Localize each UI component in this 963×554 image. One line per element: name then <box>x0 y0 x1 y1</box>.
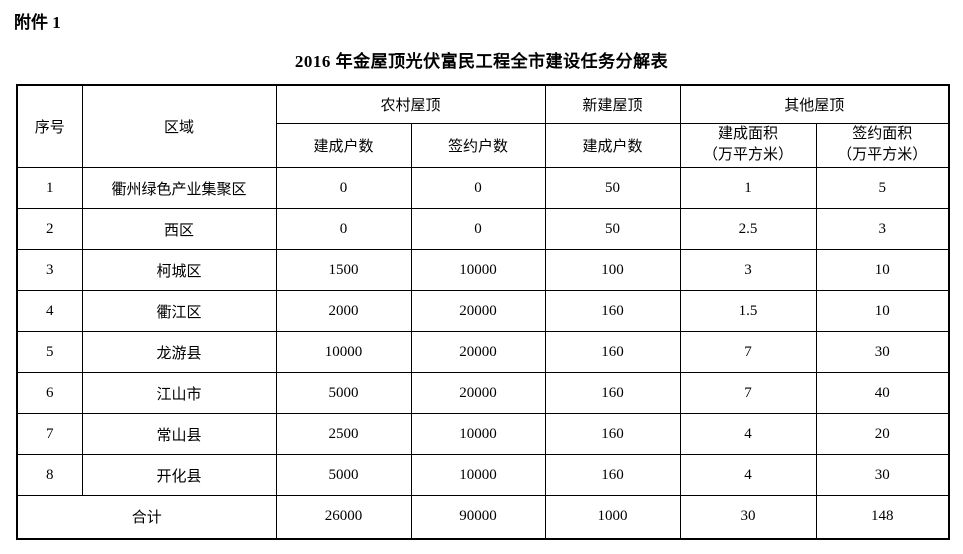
cell-other-signed-area: 20 <box>815 413 950 455</box>
cell-rural-built: 0 <box>275 167 412 209</box>
header-row-group: 序号 区域 农村屋顶 新建屋顶 其他屋顶 <box>16 84 950 168</box>
cell-other-signed-area: 30 <box>815 331 950 373</box>
col-header-index: 序号 <box>16 84 83 168</box>
table-row: 5 龙游县 10000 20000 160 7 30 <box>16 331 950 373</box>
cell-rural-built: 5000 <box>275 454 412 496</box>
cell-index: 7 <box>16 413 83 455</box>
cell-rural-signed: 10000 <box>410 413 546 455</box>
cell-other-signed-area: 5 <box>815 167 950 209</box>
cell-other-signed-area: 30 <box>815 454 950 496</box>
cell-rural-built: 0 <box>275 208 412 250</box>
total-other-built-area-cell: 30 <box>679 495 817 539</box>
cell-index: 4 <box>16 290 83 332</box>
page-title: 2016 年金屋顶光伏富民工程全市建设任务分解表 <box>294 52 669 71</box>
table-row: 8 开化县 5000 10000 160 4 30 <box>16 454 950 496</box>
cell-region: 江山市 <box>81 372 277 414</box>
total-row: 合计 26000 90000 1000 30 148 <box>16 495 950 539</box>
cell-rural-built: 2500 <box>275 413 412 455</box>
col-header-new-built: 建成户数 <box>544 122 681 168</box>
cell-rural-signed: 10000 <box>410 454 546 496</box>
table-row: 2 西区 0 0 50 2.5 3 <box>16 208 950 250</box>
header-row-sub: 建成户数 签约户数 建成户数 建成面积 （万平方米） 签约面积 （万平方米） <box>17 122 950 168</box>
col-header-other-built-area-line1: 建成面积 <box>718 125 779 142</box>
cell-rural-signed: 20000 <box>410 290 546 332</box>
table-row: 6 江山市 5000 20000 160 7 40 <box>16 372 950 414</box>
cell-rural-built: 2000 <box>275 290 412 332</box>
table-row: 1 衢州绿色产业集聚区 0 0 50 1 5 <box>16 167 950 209</box>
cell-region: 衢江区 <box>81 290 277 332</box>
total-label-cell: 合计 <box>16 495 277 539</box>
total-new-built-cell: 1000 <box>544 495 681 539</box>
cell-rural-built: 1500 <box>275 249 412 291</box>
cell-new-built: 160 <box>544 290 681 332</box>
cell-other-built-area: 2.5 <box>679 208 817 250</box>
cell-other-built-area: 1.5 <box>679 290 817 332</box>
col-header-other-signed-area: 签约面积 （万平方米） <box>815 122 950 168</box>
total-rural-signed-cell: 90000 <box>410 495 546 539</box>
cell-index: 6 <box>16 372 83 414</box>
cell-rural-signed: 20000 <box>410 331 546 373</box>
total-other-signed-area-cell: 148 <box>815 495 950 539</box>
col-header-other-signed-area-line2: （万平方米） <box>837 147 928 164</box>
cell-other-built-area: 4 <box>679 454 817 496</box>
table-row: 7 常山县 2500 10000 160 4 20 <box>16 413 950 455</box>
cell-region: 柯城区 <box>81 249 277 291</box>
cell-region: 常山县 <box>81 413 277 455</box>
col-header-other-built-area-line2: （万平方米） <box>703 147 794 164</box>
cell-region: 西区 <box>81 208 277 250</box>
cell-new-built: 160 <box>544 372 681 414</box>
cell-new-built: 100 <box>544 249 681 291</box>
cell-other-built-area: 3 <box>679 249 817 291</box>
total-rural-built-cell: 26000 <box>275 495 412 539</box>
cell-other-signed-area: 10 <box>815 290 950 332</box>
cell-new-built: 160 <box>544 454 681 496</box>
cell-region: 龙游县 <box>81 331 277 373</box>
cell-other-built-area: 7 <box>679 372 817 414</box>
col-header-new-roof: 新建屋顶 <box>544 84 681 124</box>
cell-other-signed-area: 40 <box>815 372 950 414</box>
cell-region: 衢州绿色产业集聚区 <box>81 167 277 209</box>
col-header-rural-roof: 农村屋顶 <box>275 84 546 124</box>
cell-other-built-area: 4 <box>679 413 817 455</box>
cell-rural-built: 10000 <box>275 331 412 373</box>
cell-other-signed-area: 10 <box>815 249 950 291</box>
cell-index: 5 <box>16 331 83 373</box>
cell-other-signed-area: 3 <box>815 208 950 250</box>
cell-index: 2 <box>16 208 83 250</box>
cell-index: 8 <box>16 454 83 496</box>
table-row: 3 柯城区 1500 10000 100 3 10 <box>16 249 950 291</box>
col-header-rural-built: 建成户数 <box>275 122 412 168</box>
cell-rural-signed: 10000 <box>410 249 546 291</box>
cell-new-built: 160 <box>544 331 681 373</box>
cell-rural-signed: 20000 <box>410 372 546 414</box>
col-header-region: 区域 <box>81 84 277 168</box>
cell-rural-signed: 0 <box>410 208 546 250</box>
cell-region: 开化县 <box>81 454 277 496</box>
cell-other-built-area: 7 <box>679 331 817 373</box>
col-header-other-built-area: 建成面积 （万平方米） <box>679 122 817 168</box>
cell-index: 3 <box>16 249 83 291</box>
cell-new-built: 160 <box>544 413 681 455</box>
cell-new-built: 50 <box>544 208 681 250</box>
cell-rural-built: 5000 <box>275 372 412 414</box>
cell-rural-signed: 0 <box>410 167 546 209</box>
cell-new-built: 50 <box>544 167 681 209</box>
col-header-other-signed-area-line1: 签约面积 <box>852 125 913 142</box>
cell-other-built-area: 1 <box>679 167 817 209</box>
cell-index: 1 <box>16 167 83 209</box>
table-row: 4 衢江区 2000 20000 160 1.5 10 <box>16 290 950 332</box>
col-header-rural-signed: 签约户数 <box>410 122 546 168</box>
task-allocation-table: 序号 区域 农村屋顶 新建屋顶 其他屋顶 建成户数 签约户数 建成户数 建成面积… <box>16 84 951 540</box>
col-header-other-roof: 其他屋顶 <box>679 84 950 124</box>
attachment-label: 附件 1 <box>14 13 61 32</box>
